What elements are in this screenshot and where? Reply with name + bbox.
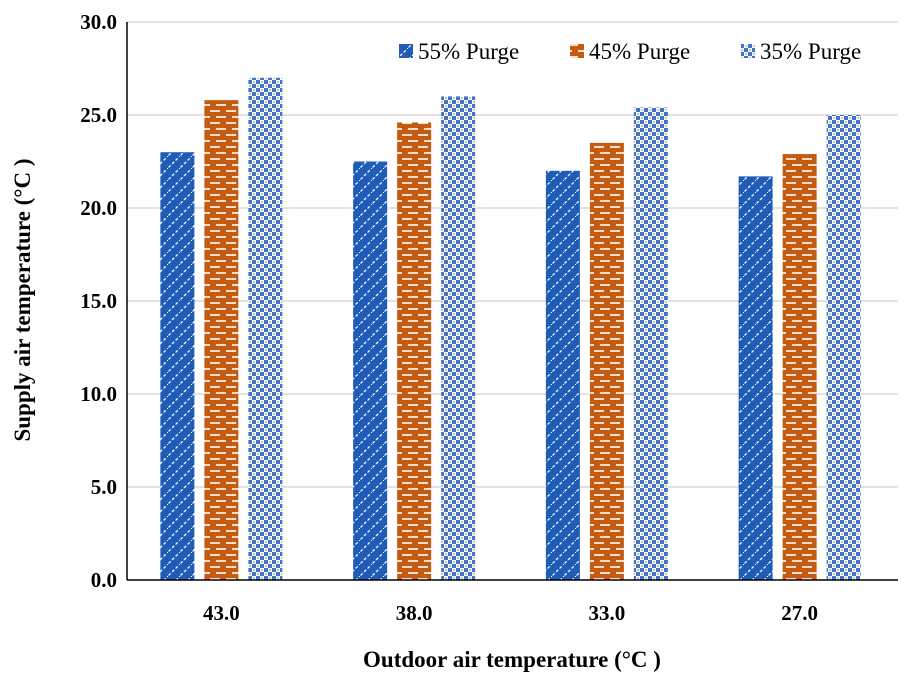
grid-lines [127, 21, 898, 488]
legend-swatch [741, 44, 755, 58]
y-tick-label: 0.0 [91, 568, 117, 592]
bar-45-purge-33-0 [589, 142, 624, 580]
bar-35-purge-33-0 [633, 107, 668, 580]
bar-55-purge-27-0 [738, 176, 773, 580]
legend-swatch [399, 44, 413, 58]
legend: 55% Purge 45% Purge 35% Purge [399, 39, 861, 64]
bar-45-purge-27-0 [782, 154, 817, 580]
bar-35-purge-43-0 [248, 77, 283, 581]
bar-35-purge-38-0 [441, 96, 476, 581]
legend-label: 35% Purge [760, 39, 861, 64]
x-tick-label: 27.0 [781, 601, 818, 625]
legend-swatch [570, 44, 584, 58]
y-tick-label: 15.0 [80, 289, 117, 313]
legend-label: 45% Purge [589, 39, 690, 64]
legend-label: 55% Purge [418, 39, 519, 64]
bar-35-purge-27-0 [826, 115, 861, 580]
y-axis-title: Supply air temperature (°C ) [10, 158, 35, 441]
x-tick-label: 43.0 [203, 601, 240, 625]
bars [160, 77, 861, 581]
x-axis-title: Outdoor air temperature (°C ) [363, 647, 661, 672]
bar-45-purge-43-0 [204, 100, 239, 581]
bar-55-purge-33-0 [545, 170, 580, 581]
x-tick-labels: 43.0 38.0 33.0 27.0 [203, 601, 818, 625]
y-tick-label: 5.0 [91, 475, 117, 499]
y-tick-label: 20.0 [80, 196, 117, 220]
y-tick-label: 10.0 [80, 382, 117, 406]
bar-55-purge-38-0 [353, 161, 388, 580]
bar-45-purge-38-0 [397, 122, 432, 580]
y-tick-label: 30.0 [80, 10, 117, 34]
y-tick-labels: 0.0 5.0 10.0 15.0 20.0 25.0 30.0 [80, 10, 117, 592]
x-tick-label: 33.0 [589, 601, 626, 625]
y-tick-label: 25.0 [80, 103, 117, 127]
x-tick-label: 38.0 [396, 601, 433, 625]
bar-55-purge-43-0 [160, 152, 195, 580]
